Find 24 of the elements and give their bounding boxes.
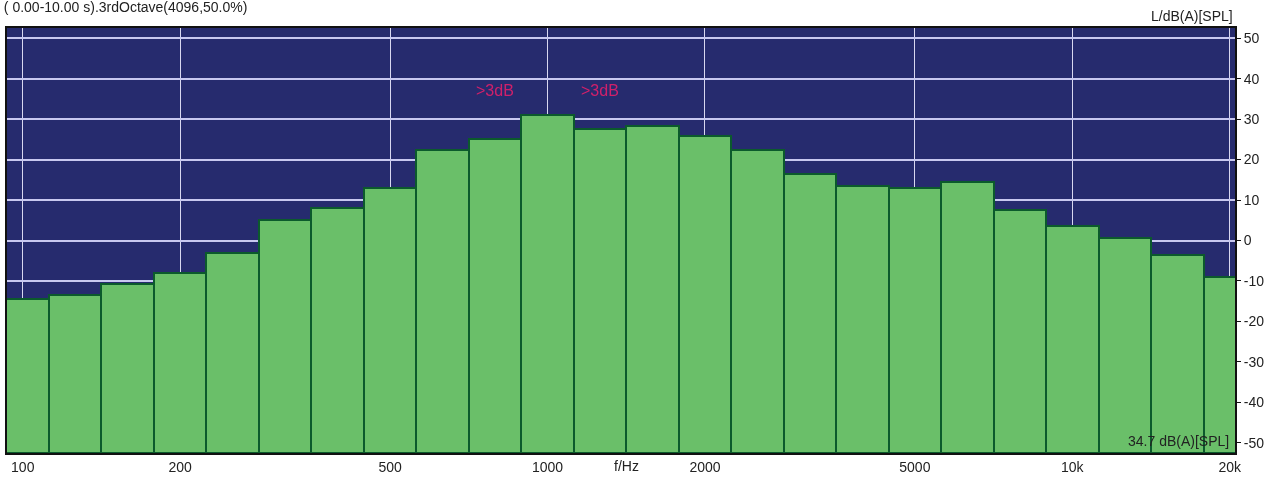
y-tick-label: 40 <box>1243 70 1260 87</box>
annotation: >3dB <box>581 82 619 99</box>
y-tick-label: -10 <box>1243 272 1265 289</box>
x-tick-label: 2000 <box>689 458 721 475</box>
chart-title: ( 0.00-10.00 s).3rdOctave(4096,50.0%) <box>3 0 248 16</box>
y-tick-label: -50 <box>1243 434 1265 451</box>
x-tick-label: 1000 <box>531 458 564 475</box>
y-tick-label: 30 <box>1243 110 1260 127</box>
y-tick-label: -20 <box>1243 313 1265 330</box>
y-axis-title: L/dB(A)[SPL] <box>1151 8 1233 24</box>
x-tick-label: 500 <box>378 458 402 475</box>
y-tick-label: -40 <box>1243 394 1265 411</box>
x-tick-label: 5000 <box>899 458 931 475</box>
x-tick-label: 20k <box>1218 458 1243 475</box>
y-tick-label: -30 <box>1243 353 1265 370</box>
x-tick-label: 100 <box>11 458 35 475</box>
y-tick-label: 10 <box>1243 191 1260 208</box>
y-tick-label: 50 <box>1243 30 1260 47</box>
y-tick-label: 20 <box>1243 151 1260 168</box>
x-tick-label: 10k <box>1061 458 1085 475</box>
y-tick-label: 0 <box>1243 232 1252 249</box>
annotation: >3dB <box>476 82 514 99</box>
x-axis-title: f/Hz <box>614 458 639 474</box>
x-tick-label: 200 <box>168 458 193 475</box>
